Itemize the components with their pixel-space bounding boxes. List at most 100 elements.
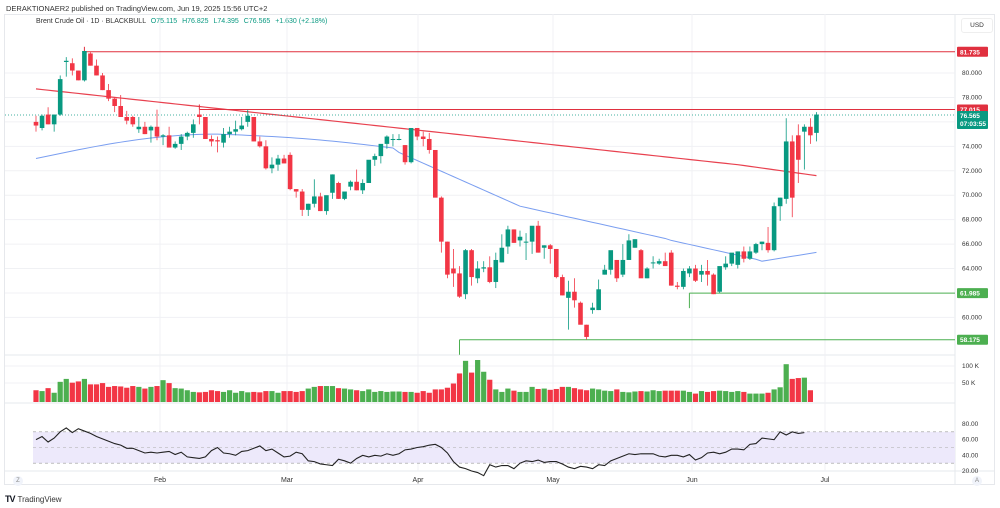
candle-body[interactable] bbox=[227, 131, 232, 135]
candle-body[interactable] bbox=[88, 53, 93, 66]
candle-body[interactable] bbox=[348, 181, 353, 187]
candle-body[interactable] bbox=[729, 252, 735, 264]
candle-body[interactable] bbox=[396, 138, 402, 140]
candle-body[interactable] bbox=[638, 250, 644, 279]
candle-body[interactable] bbox=[699, 270, 704, 275]
candle-body[interactable] bbox=[215, 140, 220, 142]
candle-body[interactable] bbox=[426, 138, 432, 150]
candle-body[interactable] bbox=[312, 196, 317, 204]
candle-body[interactable] bbox=[463, 250, 468, 295]
symbol-title[interactable]: Brent Crude Oil · 1D · BLACKBULL bbox=[36, 18, 146, 25]
candle-body[interactable] bbox=[481, 267, 486, 269]
candle-body[interactable] bbox=[420, 136, 426, 139]
candle-body[interactable] bbox=[233, 129, 238, 132]
candle-body[interactable] bbox=[675, 285, 680, 287]
candle-body[interactable] bbox=[789, 141, 795, 198]
candle-body[interactable] bbox=[596, 289, 601, 311]
candle-body[interactable] bbox=[572, 291, 577, 301]
candle-body[interactable] bbox=[76, 70, 81, 81]
candle-body[interactable] bbox=[305, 203, 311, 210]
candle-body[interactable] bbox=[523, 241, 529, 243]
candle-body[interactable] bbox=[408, 127, 414, 163]
candle-body[interactable] bbox=[124, 116, 130, 121]
candle-body[interactable] bbox=[299, 191, 305, 210]
candle-body[interactable] bbox=[263, 146, 269, 169]
candle-body[interactable] bbox=[118, 105, 123, 117]
candle-body[interactable] bbox=[493, 259, 499, 282]
candle-body[interactable] bbox=[578, 302, 583, 325]
candle-body[interactable] bbox=[257, 141, 263, 147]
candle-body[interactable] bbox=[802, 126, 807, 132]
candle-body[interactable] bbox=[765, 242, 771, 251]
candle-body[interactable] bbox=[469, 250, 474, 278]
candle-body[interactable] bbox=[39, 115, 45, 128]
candle-body[interactable] bbox=[70, 63, 75, 71]
candle-body[interactable] bbox=[560, 277, 565, 296]
candle-body[interactable] bbox=[287, 154, 293, 190]
candle-body[interactable] bbox=[759, 241, 765, 245]
candle-body[interactable] bbox=[433, 149, 438, 198]
candle-body[interactable] bbox=[154, 126, 160, 137]
candle-body[interactable] bbox=[693, 268, 698, 281]
candle-body[interactable] bbox=[554, 248, 559, 278]
candle-body[interactable] bbox=[191, 124, 196, 133]
candle-body[interactable] bbox=[632, 239, 638, 248]
candle-body[interactable] bbox=[717, 266, 722, 292]
candle-body[interactable] bbox=[209, 138, 214, 142]
candle-body[interactable] bbox=[130, 116, 136, 125]
candle-body[interactable] bbox=[499, 247, 505, 263]
candle-body[interactable] bbox=[203, 116, 208, 139]
candle-body[interactable] bbox=[723, 263, 728, 268]
candle-body[interactable] bbox=[378, 143, 384, 157]
candle-body[interactable] bbox=[439, 197, 444, 242]
candle-body[interactable] bbox=[777, 197, 783, 207]
candle-body[interactable] bbox=[318, 196, 323, 212]
tradingview-logo[interactable]: TV TradingView bbox=[5, 494, 62, 504]
candle-body[interactable] bbox=[457, 273, 462, 297]
candle-body[interactable] bbox=[650, 262, 656, 264]
candle-body[interactable] bbox=[487, 267, 493, 282]
candle-body[interactable] bbox=[197, 114, 202, 117]
candle-body[interactable] bbox=[63, 60, 69, 63]
candle-body[interactable] bbox=[136, 126, 142, 130]
candle-body[interactable] bbox=[620, 259, 626, 275]
candle-body[interactable] bbox=[644, 268, 650, 279]
candle-body[interactable] bbox=[384, 136, 390, 144]
candle-body[interactable] bbox=[94, 65, 99, 76]
candle-body[interactable] bbox=[668, 252, 674, 286]
candle-body[interactable] bbox=[324, 195, 329, 212]
candle-body[interactable] bbox=[160, 135, 166, 137]
candle-body[interactable] bbox=[656, 261, 662, 264]
candle-body[interactable] bbox=[735, 251, 741, 265]
candle-body[interactable] bbox=[741, 251, 747, 259]
candle-body[interactable] bbox=[275, 158, 281, 165]
candle-body[interactable] bbox=[687, 268, 692, 274]
candle-body[interactable] bbox=[771, 206, 777, 251]
candle-body[interactable] bbox=[245, 115, 251, 122]
candle-body[interactable] bbox=[330, 174, 335, 193]
currency-button[interactable]: USD bbox=[961, 18, 993, 33]
candle-body[interactable] bbox=[505, 229, 511, 247]
candle-body[interactable] bbox=[511, 229, 517, 243]
candle-body[interactable] bbox=[783, 141, 789, 199]
candle-body[interactable] bbox=[239, 125, 244, 130]
candle-body[interactable] bbox=[808, 126, 813, 136]
candle-body[interactable] bbox=[57, 79, 63, 115]
candle-body[interactable] bbox=[681, 270, 686, 287]
candle-body[interactable] bbox=[360, 182, 365, 191]
candle-body[interactable] bbox=[814, 114, 819, 133]
candle-body[interactable] bbox=[45, 114, 51, 125]
candle-body[interactable] bbox=[293, 189, 299, 192]
candle-body[interactable] bbox=[51, 114, 57, 125]
candle-body[interactable] bbox=[366, 159, 372, 183]
candle-body[interactable] bbox=[753, 244, 759, 253]
candle-body[interactable] bbox=[269, 164, 275, 169]
candle-body[interactable] bbox=[100, 75, 105, 91]
candle-body[interactable] bbox=[614, 259, 620, 279]
candle-body[interactable] bbox=[608, 250, 614, 270]
auto-scale-button[interactable]: A bbox=[972, 476, 982, 486]
candle-body[interactable] bbox=[142, 126, 148, 135]
candle-body[interactable] bbox=[106, 90, 111, 99]
candle-body[interactable] bbox=[184, 132, 190, 137]
candle-body[interactable] bbox=[336, 182, 341, 199]
